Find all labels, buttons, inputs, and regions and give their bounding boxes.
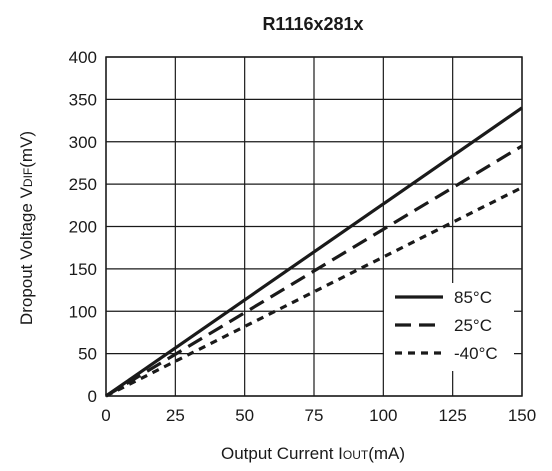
y-tick-label: 400 — [69, 48, 97, 67]
y-tick-label: 200 — [69, 218, 97, 237]
x-axis-label-unit: (mA) — [368, 444, 405, 463]
x-tick-label: 150 — [508, 406, 536, 425]
y-tick-label: 150 — [69, 260, 97, 279]
y-tick-label: 300 — [69, 133, 97, 152]
y-tick-label: 250 — [69, 175, 97, 194]
x-tick-label: 100 — [369, 406, 397, 425]
y-tick-label: 350 — [69, 90, 97, 109]
y-axis-label-main: Dropout Voltage V — [17, 186, 36, 325]
x-tick-label: 125 — [438, 406, 466, 425]
x-tick-label: 75 — [305, 406, 324, 425]
x-axis-label-main: Output Current I — [221, 444, 343, 463]
tick-labels: 0 25 50 75 100 125 150 0 50 100 150 200 250 300 350 400 — [69, 48, 537, 425]
series-line-1 — [105, 144, 523, 398]
x-tick-label: 0 — [101, 406, 110, 425]
x-tick-label: 25 — [166, 406, 185, 425]
x-tick-label: 50 — [235, 406, 254, 425]
y-axis-label-sub: DIF — [21, 168, 35, 187]
legend-label: -40°C — [454, 344, 498, 363]
y-tick-label: 100 — [69, 302, 97, 321]
y-tick-label: 50 — [78, 345, 97, 364]
grid — [105, 56, 523, 397]
y-tick-label: 0 — [88, 387, 97, 406]
legend-label: 25°C — [454, 316, 492, 335]
series-line-0 — [105, 106, 523, 398]
chart-title: R1116x281x — [262, 14, 363, 34]
legend-label: 85°C — [454, 288, 492, 307]
x-axis-label: Output Current IOUT(mA) — [221, 444, 405, 463]
series-lines — [105, 106, 523, 398]
legend: 85°C 25°C -40°C — [384, 283, 514, 371]
y-axis-label: Dropout Voltage VDIF(mV) — [17, 131, 36, 325]
plot-frame — [105, 56, 523, 397]
x-axis-label-sub: OUT — [343, 448, 369, 462]
y-axis-label-unit: (mV) — [17, 131, 36, 168]
